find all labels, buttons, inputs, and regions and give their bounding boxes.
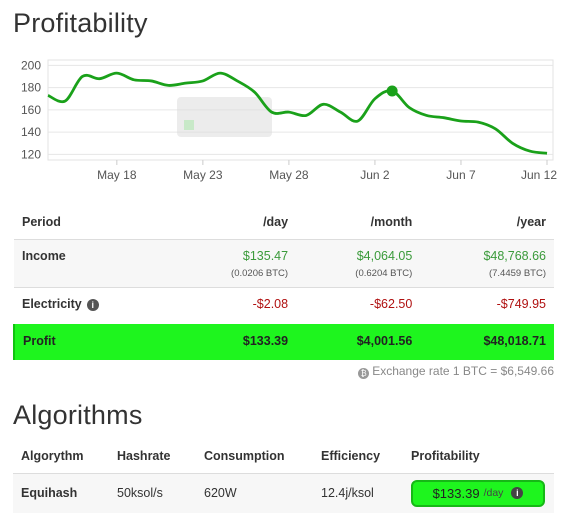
algorithm-consumption: 620W	[196, 472, 313, 513]
income-year-btc: (7.4459 BTC)	[488, 267, 546, 279]
col-efficiency: Efficiency	[321, 449, 381, 464]
col-hashrate: Hashrate	[117, 449, 171, 464]
y-tick-label: 120	[21, 147, 41, 161]
info-icon[interactable]: i	[86, 298, 99, 311]
electricity-label: Electricity	[22, 296, 82, 311]
x-tick-label: Jun 2	[360, 168, 390, 182]
period-table: Period /day /month /year Income $135.47 (…	[13, 206, 554, 360]
electricity-day: -$2.08	[171, 286, 297, 324]
profitability-chart[interactable]: 200 180 160 140 120 May 18 May 23 May 28 Jun 2 Ju…	[0, 50, 570, 190]
col-profitability: Profitability	[411, 449, 480, 464]
col-period: Period	[22, 215, 61, 230]
exchange-rate-text: Exchange rate 1 BTC = $6,549.66	[372, 364, 554, 378]
income-month-btc: (0.6204 BTC)	[355, 267, 413, 279]
x-tick-label: Jun 7	[446, 168, 476, 182]
tooltip-swatch	[184, 120, 194, 130]
algorithms-header: Algorythm Hashrate Consumption Efficienc…	[13, 440, 554, 473]
bitcoin-icon: ₿	[358, 368, 370, 379]
algorithms-title: Algorithms	[13, 400, 143, 430]
profitability-series-line	[47, 71, 548, 155]
income-label: Income	[14, 238, 172, 287]
algorithm-row: Equihash 50ksol/s 620W 12.4j/ksol $133.3…	[13, 472, 554, 513]
tooltip-ghost	[177, 97, 272, 137]
col-day: /day	[263, 215, 289, 230]
profit-label: Profit	[13, 324, 172, 360]
income-day-btc: (0.0206 BTC)	[231, 267, 289, 279]
y-tick-label: 140	[21, 125, 41, 139]
income-year: $48,768.66	[483, 248, 546, 263]
profit-day: $133.39	[171, 324, 297, 360]
profit-month: $4,001.56	[296, 324, 421, 360]
x-tick-label: May 28	[269, 168, 309, 182]
exchange-rate: ₿ Exchange rate 1 BTC = $6,549.66	[358, 364, 554, 379]
profit-year: $48,018.71	[420, 324, 554, 360]
col-month: /month	[370, 215, 413, 230]
electricity-row: Electricity i -$2.08 -$62.50 -$749.95	[14, 286, 554, 324]
algorithm-name: Equihash	[13, 472, 109, 513]
col-consumption: Consumption	[204, 449, 285, 464]
col-algorithm: Algorythm	[21, 449, 84, 464]
x-tick-label: May 18	[97, 168, 137, 182]
algorithms-table: Algorythm Hashrate Consumption Efficienc…	[13, 440, 554, 513]
chart-svg: 200 180 160 140 120 May 18 May 23 May 28 Jun 2 Ju…	[21, 58, 557, 182]
income-day: $135.47	[242, 248, 289, 263]
col-year: /year	[516, 215, 546, 230]
income-month: $4,064.05	[356, 248, 413, 263]
algorithm-hashrate: 50ksol/s	[109, 472, 196, 513]
profitability-badge[interactable]: $133.39 /day i	[411, 479, 545, 507]
electricity-month: -$62.50	[296, 286, 421, 324]
algorithm-efficiency: 12.4j/ksol	[313, 472, 403, 513]
y-tick-label: 180	[21, 81, 41, 95]
highlighted-point	[386, 85, 398, 97]
info-icon[interactable]: i	[511, 487, 524, 500]
x-tick-label: May 23	[183, 168, 223, 182]
y-tick-label: 160	[21, 103, 41, 117]
electricity-year: -$749.95	[420, 286, 554, 324]
profitability-value: $133.39	[432, 485, 480, 501]
income-row: Income $135.47 (0.0206 BTC) $4,064.05 (0.6…	[14, 238, 554, 287]
period-table-header: Period /day /month /year	[14, 206, 554, 239]
profitability-unit: /day	[483, 487, 504, 500]
y-tick-label: 200	[21, 58, 41, 72]
page-title: Profitability	[13, 8, 148, 38]
x-tick-label: Jun 12	[521, 168, 557, 182]
profit-row: Profit $133.39 $4,001.56 $48,018.71	[13, 324, 554, 360]
